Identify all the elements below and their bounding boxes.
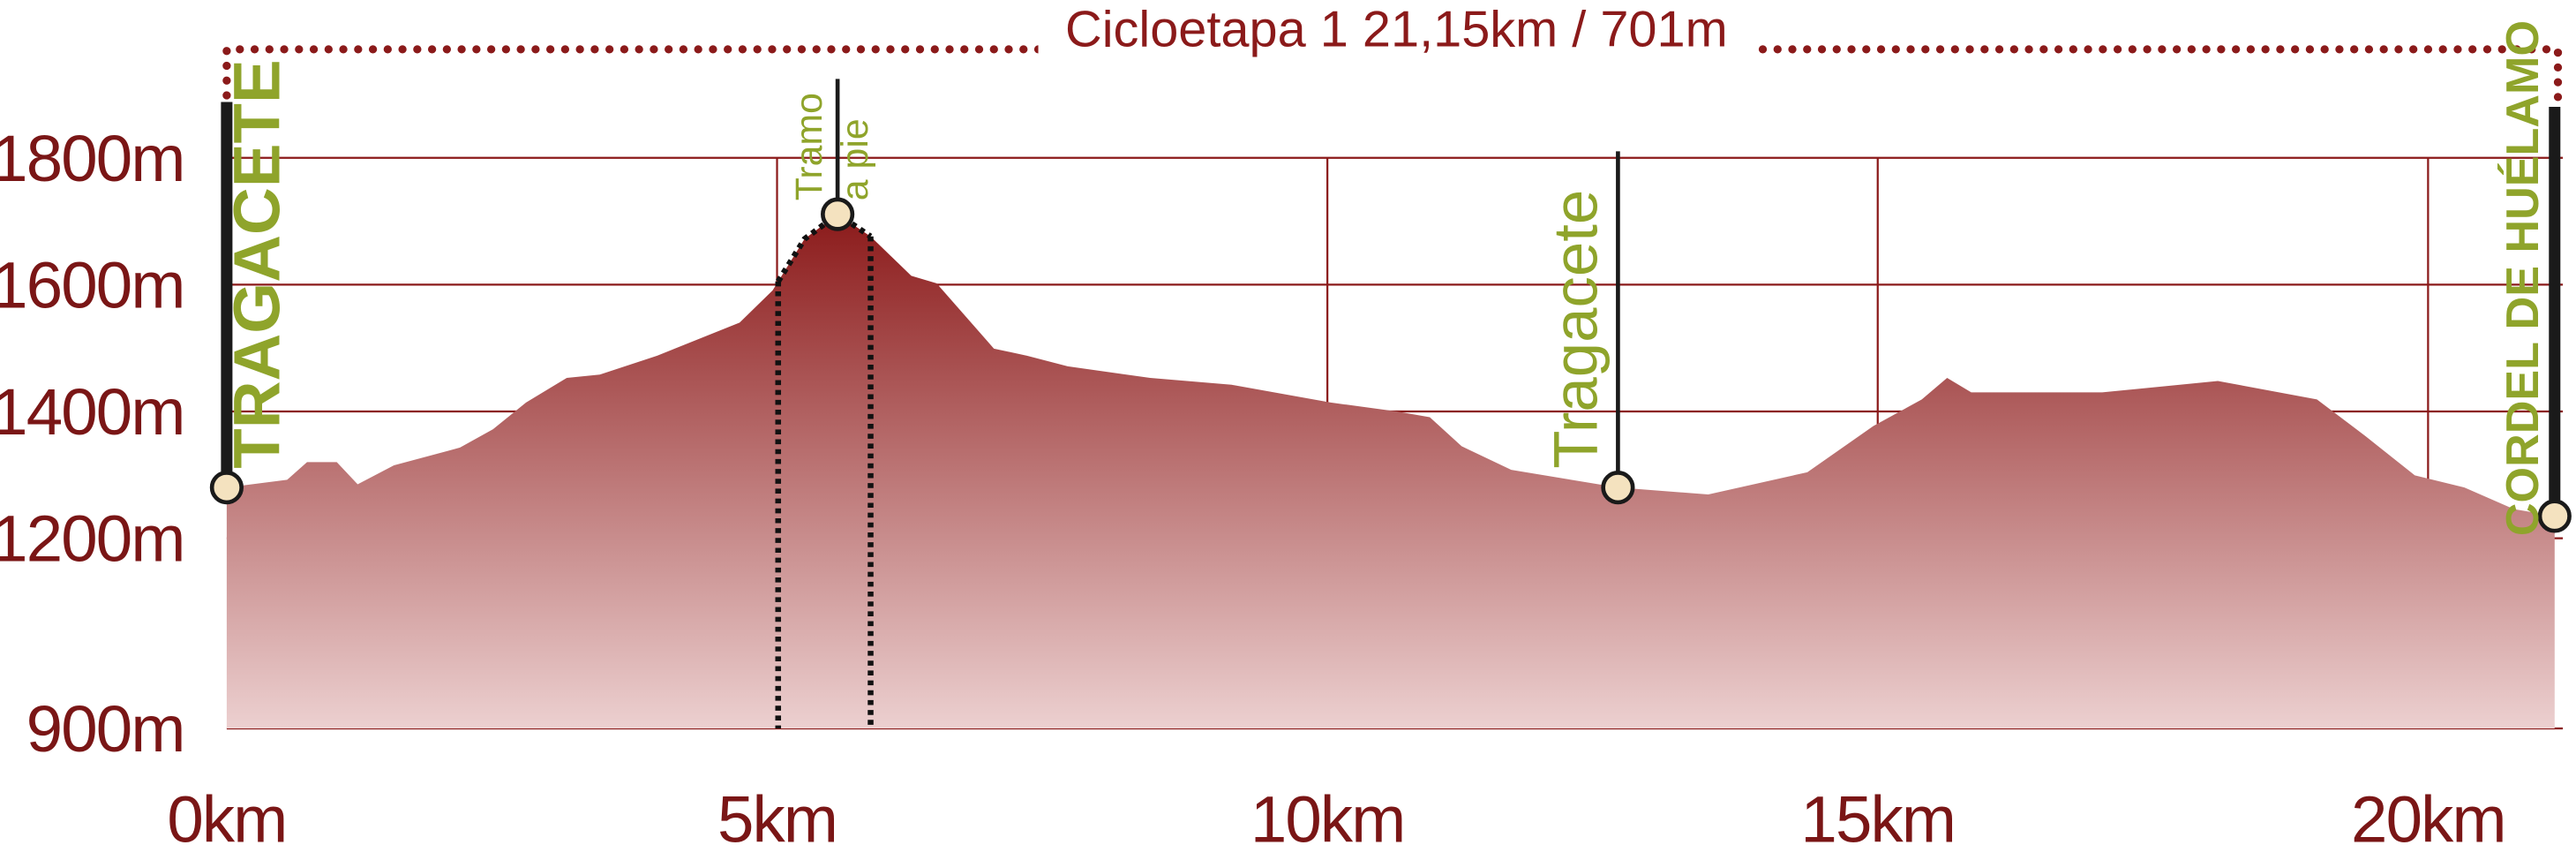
waypoint-marker [2537, 499, 2572, 533]
y-tick-label: 900m [26, 692, 184, 766]
y-tick-label: 1800m [0, 122, 184, 195]
walking-section-outline [775, 210, 873, 283]
x-tick-label: 0km [167, 783, 286, 856]
waypoint-marker [209, 471, 244, 505]
chart-title: Cicloetapa 1 21,15km / 701m [1065, 1, 1728, 57]
elevation-area [226, 214, 2555, 729]
x-tick-label: 10km [1250, 783, 1405, 856]
y-tick-label: 1200m [0, 502, 184, 576]
x-tick-label: 15km [1800, 783, 1955, 856]
plot [226, 210, 2555, 729]
x-tick-label: 5km [717, 783, 837, 856]
y-tick-label: 1600m [0, 248, 184, 321]
waypoint-label: CORDEL DE HUÉLAMO [2497, 20, 2549, 536]
waypoint-marker [1601, 471, 1635, 505]
waypoint-label: Tragacete [1540, 190, 1610, 469]
x-tick-label: 20km [2351, 783, 2505, 856]
waypoint-label: Tramo [788, 93, 830, 200]
waypoint-marker [821, 197, 855, 231]
title-background [1038, 3, 1755, 63]
y-tick-label: 1400m [0, 375, 184, 449]
waypoint-label: a pie [834, 118, 876, 200]
waypoint-label: TRAGACETE [220, 59, 293, 468]
